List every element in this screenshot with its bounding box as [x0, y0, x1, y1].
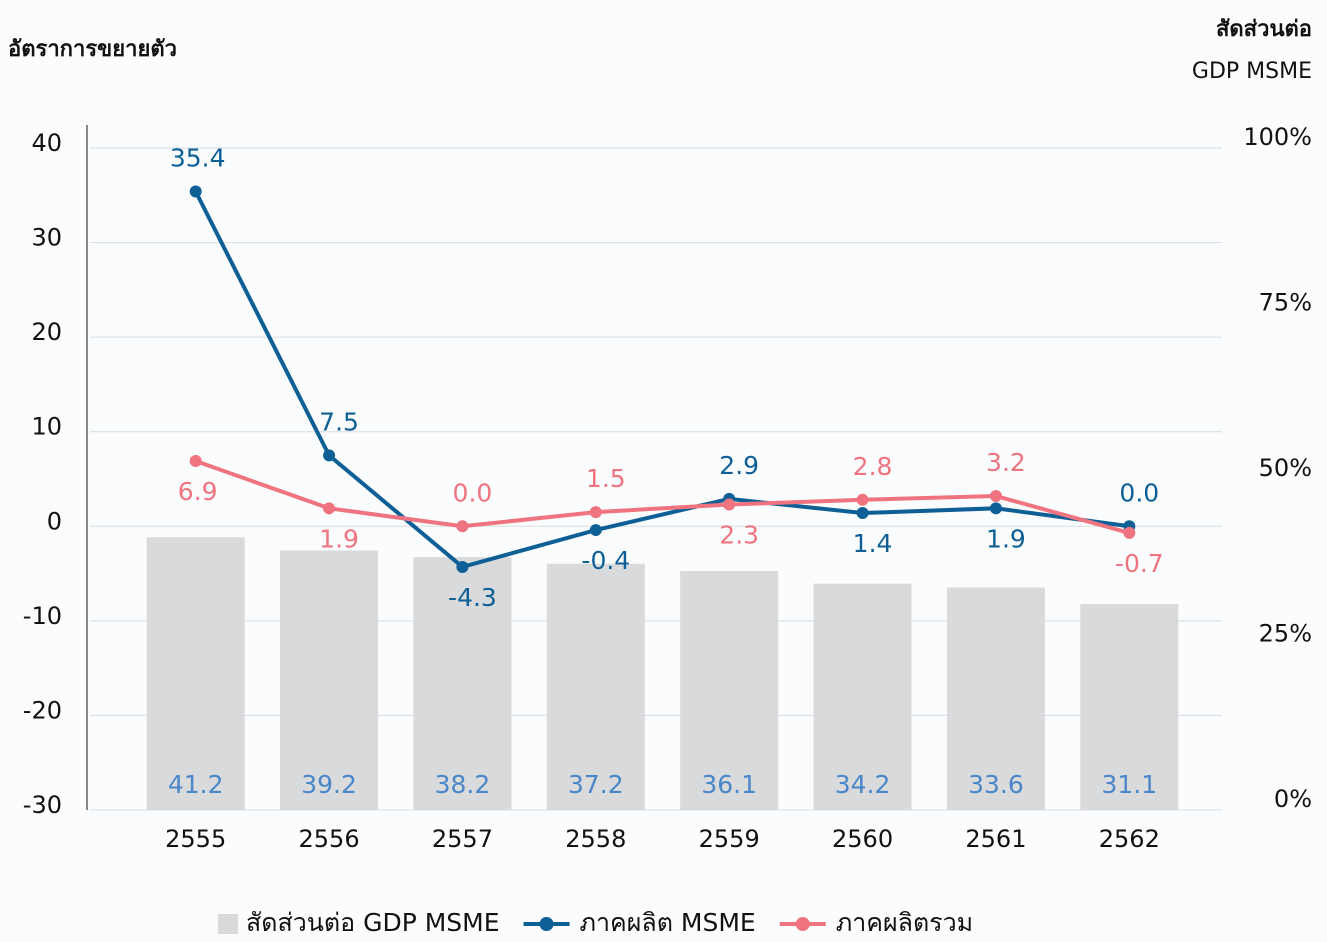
line-value-label: 1.4 — [853, 529, 893, 558]
line-value-label: 3.2 — [986, 448, 1026, 477]
x-tick-label: 2559 — [699, 825, 760, 853]
bar-value-label: 39.2 — [301, 770, 357, 799]
line-point — [989, 490, 1002, 503]
x-tick-label: 2560 — [832, 825, 893, 853]
line-value-label: -0.7 — [1115, 549, 1164, 578]
y-tick-label: 30 — [31, 224, 62, 252]
y2-axis-title: สัดส่วนต่อ — [1216, 17, 1312, 42]
y-axis-title: อัตราการขยายตัว — [8, 37, 177, 62]
x-tick-label: 2556 — [299, 825, 360, 853]
x-tick-label: 2562 — [1099, 825, 1160, 853]
line-value-label: 1.9 — [986, 524, 1026, 553]
bar-value-label: 37.2 — [568, 770, 624, 799]
y-tick-label: 20 — [31, 318, 62, 346]
line-value-label: 7.5 — [319, 407, 359, 436]
y2-axis-title: GDP MSME — [1192, 59, 1312, 84]
line-point — [589, 506, 602, 519]
bar — [946, 587, 1045, 810]
x-tick-label: 2557 — [432, 825, 493, 853]
y-tick-label: 10 — [31, 413, 62, 441]
line-value-label: -0.4 — [581, 546, 630, 575]
legend-label: สัดส่วนต่อ GDP MSME — [246, 908, 500, 937]
grid — [90, 147, 1222, 811]
line-point — [456, 560, 469, 573]
line-point — [723, 498, 736, 511]
x-tick-label: 2561 — [965, 825, 1026, 853]
legend-item: ภาคผลิตรวม — [779, 908, 973, 937]
legend-item: ภาคผลิต MSME — [523, 908, 756, 937]
line-point — [456, 520, 469, 533]
bar — [280, 550, 379, 810]
y-tick-label: 0 — [47, 507, 62, 535]
line-point — [189, 185, 202, 198]
line-point — [189, 455, 202, 468]
bar — [546, 563, 645, 810]
y-tick-label: -10 — [23, 602, 62, 630]
bar-value-label: 33.6 — [968, 770, 1024, 799]
y-tick-label: -20 — [23, 696, 62, 724]
line-value-label: 2.9 — [719, 451, 759, 480]
x-tick-label: 2555 — [165, 825, 226, 853]
legend-label: ภาคผลิตรวม — [836, 908, 973, 937]
bar — [813, 583, 912, 810]
line-point — [589, 524, 602, 537]
line-value-label: 2.3 — [719, 521, 759, 550]
bar — [146, 537, 245, 810]
legend-swatch — [218, 914, 238, 934]
bar-value-label: 38.2 — [435, 770, 491, 799]
line-point — [856, 507, 869, 520]
legend-item: สัดส่วนต่อ GDP MSME — [218, 908, 500, 937]
line-value-label: 0.0 — [1119, 478, 1159, 507]
legend-swatch — [795, 917, 810, 931]
bar-value-label: 34.2 — [835, 770, 891, 799]
bar-value-label: 36.1 — [701, 770, 757, 799]
y2-tick-label: 75% — [1259, 289, 1312, 317]
line-point — [323, 449, 336, 462]
bar — [680, 571, 779, 810]
y-tick-label: 40 — [31, 129, 62, 157]
bar — [413, 557, 512, 810]
line-value-label: 0.0 — [453, 478, 493, 507]
y2-tick-label: 25% — [1259, 620, 1312, 648]
line — [195, 459, 1130, 535]
line-point — [989, 502, 1002, 515]
line-value-label: 35.4 — [170, 144, 226, 173]
line-point — [323, 502, 336, 515]
y2-tick-label: 100% — [1243, 123, 1312, 151]
bar — [1080, 604, 1179, 810]
legend-swatch — [539, 917, 554, 931]
y2-tick-label: 0% — [1274, 785, 1312, 813]
line-value-label: 1.5 — [586, 464, 626, 493]
line-point — [856, 493, 869, 506]
legend-label: ภาคผลิต MSME — [580, 908, 756, 937]
x-tick-label: 2558 — [565, 825, 626, 853]
y-tick-label: -30 — [23, 791, 62, 819]
line-value-label: 2.8 — [853, 452, 893, 481]
line-value-label: 6.9 — [178, 477, 218, 506]
bar-value-label: 31.1 — [1101, 770, 1157, 799]
line-point — [1123, 526, 1136, 539]
line-value-label: -4.3 — [448, 583, 497, 612]
bar-value-label: 41.2 — [168, 770, 224, 799]
line-value-label: 1.9 — [319, 524, 359, 553]
line — [193, 190, 1130, 570]
y2-tick-label: 50% — [1259, 454, 1312, 482]
